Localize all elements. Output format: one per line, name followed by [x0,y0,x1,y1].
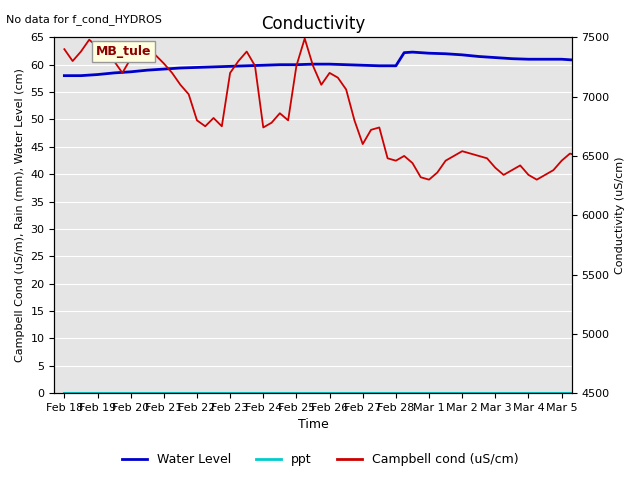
Water Level [309,61,317,67]
X-axis label: Time: Time [298,419,328,432]
Title: Conductivity: Conductivity [261,15,365,33]
Line: Campbell cond (uS/cm): Campbell cond (uS/cm) [65,38,640,391]
Campbell cond (uS/cm) [259,125,267,131]
Water Level [408,49,416,55]
Campbell cond (uS/cm) [301,36,308,41]
Campbell cond (uS/cm) [61,46,68,52]
Campbell cond (uS/cm) [401,153,408,159]
Legend: Water Level, ppt, Campbell cond (uS/cm): Water Level, ppt, Campbell cond (uS/cm) [116,448,524,471]
Water Level [61,73,68,79]
Y-axis label: Conductivity (uS/cm): Conductivity (uS/cm) [615,156,625,274]
Text: No data for f_cond_HYDROS: No data for f_cond_HYDROS [6,14,163,25]
Line: Water Level: Water Level [65,52,640,76]
Water Level [93,72,101,77]
Water Level [110,70,118,76]
Y-axis label: Campbell Cond (uS/m), Rain (mm), Water Level (cm): Campbell Cond (uS/m), Rain (mm), Water L… [15,68,25,362]
Text: MB_tule: MB_tule [96,45,151,58]
Water Level [442,51,449,57]
Campbell cond (uS/cm) [168,70,176,76]
